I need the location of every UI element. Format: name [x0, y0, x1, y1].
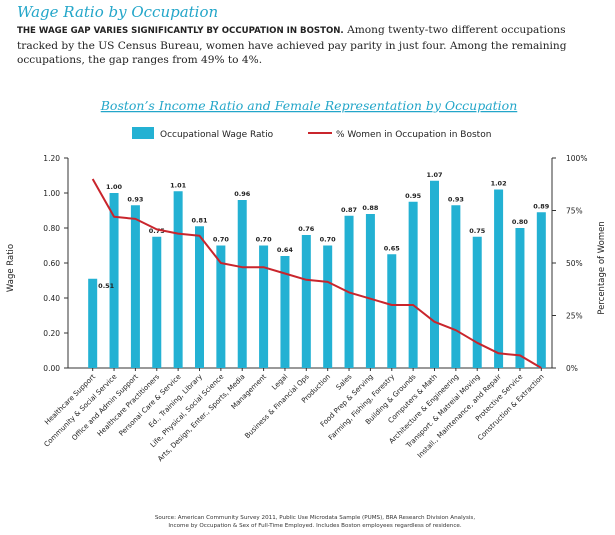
bar [237, 200, 247, 368]
bar-value-label: 0.87 [341, 206, 357, 214]
bar [451, 205, 461, 368]
legend-bar-label: Occupational Wage Ratio [160, 130, 274, 140]
bar [173, 191, 183, 368]
bar-value-label: 1.01 [170, 181, 187, 189]
y-tick-label: 0.00 [43, 364, 60, 373]
bar [301, 235, 311, 368]
bar [472, 236, 482, 368]
bar-value-label: 1.07 [426, 171, 442, 179]
y2-tick-label: 25% [566, 312, 583, 321]
bar [430, 180, 439, 368]
bar-value-label: 0.95 [405, 192, 422, 200]
bar [280, 256, 290, 368]
bar-value-label: 0.70 [213, 236, 230, 244]
bar-value-label: 0.51 [98, 282, 115, 290]
legend: Occupational Wage Ratio % Women in Occup… [132, 127, 491, 140]
y2-tick-label: 75% [566, 207, 583, 216]
bar [152, 236, 162, 368]
bar-value-label: 1.00 [106, 183, 123, 191]
intro-paragraph: THE WAGE GAP VARIES SIGNIFICANTLY BY OCC… [17, 23, 607, 68]
bar [259, 245, 269, 368]
bar [365, 214, 375, 368]
bar [130, 205, 140, 368]
bar-value-label: 1.02 [491, 180, 507, 188]
bar [515, 228, 525, 368]
women-percentage-line [91, 178, 542, 369]
bar-value-label: 0.70 [256, 236, 273, 244]
bar-value-label: 0.81 [191, 216, 208, 224]
bar-value-label: 0.75 [469, 227, 486, 235]
page-title: Wage Ratio by Occupation [17, 3, 219, 21]
bar [408, 201, 418, 368]
bar-value-label: 0.75 [149, 227, 166, 235]
bar-value-label: 0.93 [127, 195, 143, 203]
bar-value-label: 0.65 [384, 244, 401, 252]
y2-tick-label: 0% [566, 364, 578, 373]
bar [109, 193, 119, 368]
y-tick-label: 1.20 [43, 154, 60, 163]
category-label: Legal [270, 373, 289, 392]
bar-value-label: 0.93 [448, 195, 464, 203]
women-line-layer [91, 178, 542, 369]
y-tick-label: 1.00 [43, 189, 60, 198]
bar [536, 212, 546, 368]
bar [494, 189, 504, 368]
legend-bar-swatch [132, 127, 154, 139]
y-axis-label: Wage Ratio [6, 244, 16, 292]
bar [387, 254, 397, 368]
source-note: Source: American Community Survey 2011, … [60, 514, 570, 530]
bar-labels: 0.51 1.00 0.93 0.75 1.01 0.81 0.70 0.96 0.70 0.64… [98, 171, 550, 290]
y-tick-label: 0.20 [43, 329, 60, 338]
chart-title: Boston’s Income Ratio and Female Represe… [100, 98, 518, 113]
y2-axis-label: Percentage of Women [597, 221, 607, 314]
y2-tick-label: 50% [566, 259, 583, 268]
intro-lead: THE WAGE GAP VARIES SIGNIFICANTLY BY OCC… [17, 26, 344, 36]
bar-value-label: 0.96 [234, 190, 251, 198]
bar-value-label: 0.80 [512, 218, 529, 226]
bar-value-label: 0.70 [320, 236, 337, 244]
intro-rest: Among twenty-two different occupations t… [17, 24, 567, 66]
source-line-1: Source: American Community Survey 2011, … [154, 515, 476, 521]
y-tick-label: 0.80 [43, 224, 60, 233]
y2-tick-label: 100% [566, 154, 587, 163]
bar [195, 226, 204, 368]
bars [88, 180, 546, 368]
bar [216, 245, 226, 368]
bar-value-label: 0.89 [533, 202, 550, 210]
legend-line-label: % Women in Occupation in Boston [336, 130, 491, 140]
source-line-2: Income by Occupation & Sex of Full-Time … [168, 523, 462, 529]
category-label: Sales [335, 373, 354, 392]
bar-value-label: 0.64 [277, 246, 294, 254]
axes: 0.00 0.20 0.40 0.60 0.80 1.00 1.20 0% 25% 50% 75% 1… [43, 154, 587, 373]
bar [323, 245, 333, 368]
bar-value-label: 0.76 [298, 225, 315, 233]
bar [88, 278, 98, 368]
y-tick-label: 0.60 [43, 259, 60, 268]
y-tick-label: 0.40 [43, 294, 60, 303]
bar-value-label: 0.88 [362, 204, 379, 212]
